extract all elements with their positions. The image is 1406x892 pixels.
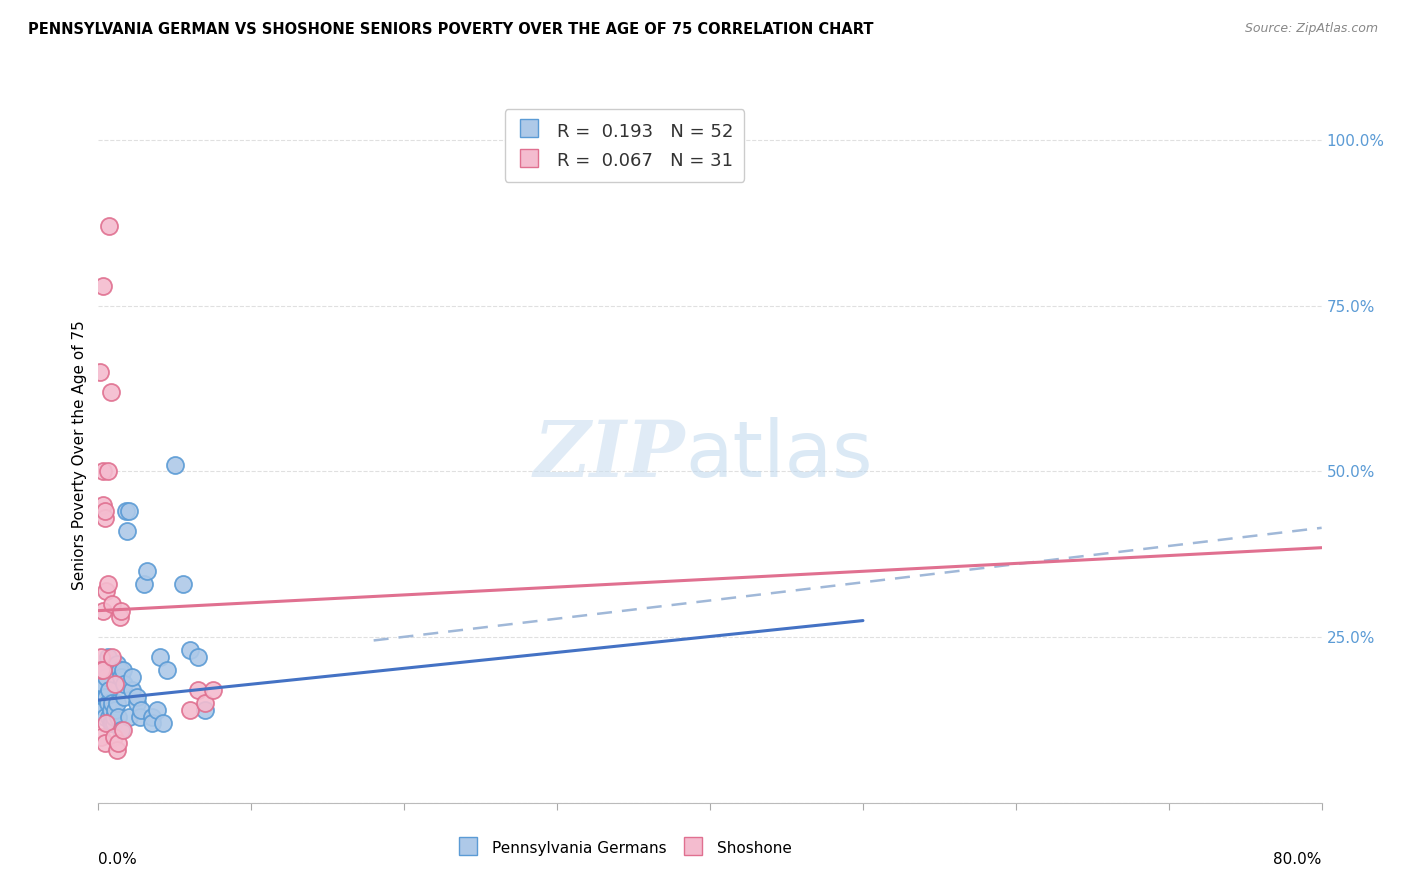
- Point: [93, 709, 115, 723]
- Point: [112, 676, 135, 690]
- Point: [101, 716, 124, 731]
- Point: [94, 716, 117, 731]
- Point: [187, 650, 209, 665]
- Point: [93, 511, 115, 525]
- Point: [194, 703, 217, 717]
- Point: [101, 650, 124, 665]
- Point: [202, 683, 225, 698]
- Point: [100, 716, 122, 731]
- Point: [93, 736, 115, 750]
- Point: [101, 597, 124, 611]
- Point: [125, 697, 148, 711]
- Point: [90, 663, 112, 677]
- Point: [172, 577, 194, 591]
- Point: [111, 723, 134, 737]
- Y-axis label: Seniors Poverty Over the Age of 75: Seniors Poverty Over the Age of 75: [72, 320, 87, 590]
- Point: [112, 690, 135, 704]
- Point: [103, 709, 125, 723]
- Point: [121, 683, 143, 698]
- Point: [100, 384, 122, 399]
- Point: [91, 676, 114, 690]
- Legend: Pennsylvania Germans, Shoshone: Pennsylvania Germans, Shoshone: [450, 830, 800, 864]
- Point: [94, 670, 117, 684]
- Point: [90, 650, 112, 665]
- Point: [108, 610, 131, 624]
- Text: PENNSYLVANIA GERMAN VS SHOSHONE SENIORS POVERTY OVER THE AGE OF 75 CORRELATION C: PENNSYLVANIA GERMAN VS SHOSHONE SENIORS …: [28, 22, 873, 37]
- Point: [98, 683, 121, 698]
- Point: [91, 465, 114, 479]
- Point: [91, 604, 114, 618]
- Point: [128, 709, 150, 723]
- Point: [103, 716, 125, 731]
- Point: [111, 663, 134, 677]
- Point: [104, 703, 127, 717]
- Point: [89, 365, 111, 379]
- Point: [115, 504, 138, 518]
- Point: [179, 643, 201, 657]
- Point: [93, 690, 115, 704]
- Point: [105, 743, 128, 757]
- Point: [94, 690, 117, 704]
- Point: [141, 709, 163, 723]
- Point: [194, 697, 217, 711]
- Point: [110, 670, 132, 684]
- Point: [98, 709, 121, 723]
- Point: [187, 683, 209, 698]
- Point: [90, 730, 112, 744]
- Point: [105, 697, 128, 711]
- Point: [98, 219, 121, 234]
- Point: [104, 676, 127, 690]
- Point: [129, 703, 152, 717]
- Point: [163, 458, 186, 472]
- Point: [94, 583, 117, 598]
- Point: [179, 703, 201, 717]
- Point: [149, 650, 172, 665]
- Point: [134, 577, 156, 591]
- Point: [91, 279, 114, 293]
- Point: [141, 716, 163, 731]
- Point: [89, 683, 111, 698]
- Text: atlas: atlas: [686, 417, 873, 493]
- Text: Source: ZipAtlas.com: Source: ZipAtlas.com: [1244, 22, 1378, 36]
- Text: 80.0%: 80.0%: [1274, 852, 1322, 866]
- Point: [91, 663, 114, 677]
- Text: ZIP: ZIP: [534, 417, 686, 493]
- Point: [97, 650, 120, 665]
- Point: [145, 703, 167, 717]
- Point: [152, 716, 174, 731]
- Point: [97, 697, 120, 711]
- Point: [97, 577, 120, 591]
- Point: [107, 736, 129, 750]
- Point: [121, 670, 143, 684]
- Point: [125, 690, 148, 704]
- Point: [110, 604, 132, 618]
- Point: [93, 504, 115, 518]
- Point: [105, 657, 128, 671]
- Point: [108, 663, 131, 677]
- Point: [90, 663, 112, 677]
- Point: [118, 504, 141, 518]
- Point: [103, 730, 125, 744]
- Point: [110, 723, 132, 737]
- Point: [97, 465, 120, 479]
- Point: [101, 697, 124, 711]
- Point: [156, 663, 179, 677]
- Point: [136, 564, 159, 578]
- Point: [100, 703, 122, 717]
- Point: [90, 697, 112, 711]
- Point: [117, 524, 139, 538]
- Text: 0.0%: 0.0%: [98, 852, 138, 866]
- Point: [91, 703, 114, 717]
- Point: [91, 498, 114, 512]
- Point: [118, 709, 141, 723]
- Point: [107, 709, 129, 723]
